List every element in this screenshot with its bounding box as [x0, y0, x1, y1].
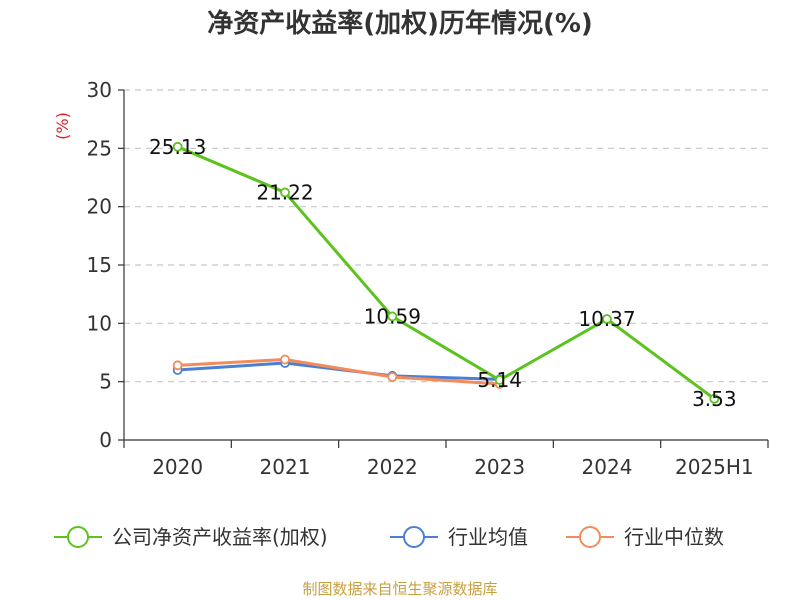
axes: 0 5 10 15 20 25 30 2020 2021 2022 2023 2024 2025H1: [87, 78, 769, 479]
series-point-0: [709, 393, 720, 404]
y-axis-label: (%): [53, 112, 72, 140]
series-line-2: [177, 358, 500, 386]
y-tick-label: 25: [87, 136, 112, 160]
legend-label: 行业均值: [448, 525, 528, 549]
series-point-2: [387, 372, 398, 382]
data-label: 10.59: [364, 304, 421, 328]
y-tick-label: 0: [99, 428, 112, 452]
series-point-0: [602, 314, 612, 324]
data-labels: 25.13 21.22 10.59 5.14 10.37 3.53: [149, 135, 737, 411]
y-tick-label: 15: [87, 253, 112, 277]
series-point-0: [172, 141, 183, 152]
x-tick-label: 2024: [582, 455, 633, 479]
series-lines: [172, 141, 720, 404]
series-point-0: [387, 311, 398, 322]
grid-lines: [124, 89, 768, 383]
series-point-2: [172, 360, 183, 371]
x-tick-label: 2023: [474, 455, 525, 479]
x-tick-label: 2025H1: [675, 455, 754, 479]
chart-title: 净资产收益率(加权)历年情况(%): [207, 8, 593, 39]
legend-label: 行业中位数: [624, 525, 724, 549]
legend-swatch-marker: [67, 526, 89, 548]
series-point-2: [280, 354, 290, 365]
data-label: 25.13: [149, 135, 206, 159]
data-label: 3.53: [692, 387, 737, 411]
legend: 公司净资产收益率(加权) 行业均值 行业中位数: [54, 525, 724, 549]
legend-swatch-marker: [579, 526, 601, 548]
series-line-0: [177, 145, 716, 401]
data-label: 10.37: [578, 307, 635, 331]
y-tick-label: 10: [87, 311, 112, 335]
y-tick-label: 5: [99, 370, 112, 394]
x-tick-label: 2020: [152, 455, 203, 479]
y-tick-label: 20: [87, 195, 112, 219]
data-label: 5.14: [477, 368, 522, 392]
data-label: 21.22: [256, 180, 313, 204]
legend-swatch-marker: [403, 526, 425, 548]
x-tick-label: 2021: [260, 455, 311, 479]
x-tick-label: 2022: [367, 455, 418, 479]
legend-label: 公司净资产收益率(加权): [112, 525, 328, 549]
series-point-0: [494, 375, 505, 385]
series-line-1: [177, 361, 500, 381]
y-tick-label: 30: [87, 78, 112, 102]
source-note: 制图数据来自恒生聚源数据库: [302, 580, 497, 598]
series-point-0: [280, 187, 290, 198]
